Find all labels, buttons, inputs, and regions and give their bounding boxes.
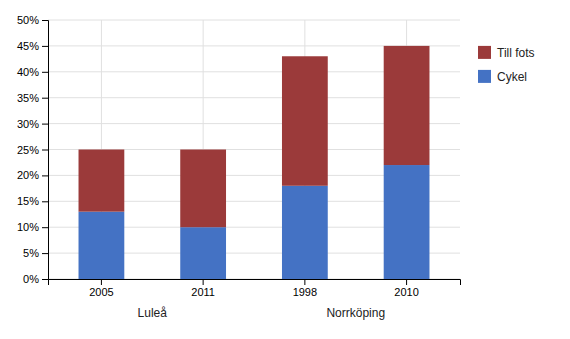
bar xyxy=(384,165,430,279)
legend-swatch xyxy=(478,46,491,59)
x-tick-mark xyxy=(101,279,102,285)
y-tick: 5% xyxy=(23,247,48,259)
y-tick-mark xyxy=(42,124,48,125)
y-tick-mark xyxy=(42,279,48,280)
x-axis: 2005 2011 1998 2010 xyxy=(49,279,461,298)
x-tick-mark xyxy=(304,279,305,285)
bar xyxy=(384,46,430,165)
x-tick: 2005 xyxy=(89,279,113,298)
legend-item: Till fots xyxy=(478,46,535,60)
chart: 2005 2011 1998 2010 0% 5% 10% 15% 20% 25% 30% 35% 40… xyxy=(0,0,570,339)
y-axis-line xyxy=(42,21,49,280)
y-tick-label: 35% xyxy=(17,92,39,104)
bars xyxy=(79,46,430,279)
y-tick: 25% xyxy=(17,144,48,156)
x-tick: 2011 xyxy=(191,279,215,298)
series xyxy=(79,165,430,279)
x-tick: 1998 xyxy=(293,279,317,298)
grid xyxy=(48,20,460,279)
y-axis: 0% 5% 10% 15% 20% 25% 30% 35% 40% 45% 50% xyxy=(17,14,49,285)
group-label: Norrköping xyxy=(326,306,385,320)
bar xyxy=(180,227,226,279)
legend-label: Cykel xyxy=(497,70,527,84)
x-tick-mark xyxy=(203,279,204,285)
y-grid-line xyxy=(48,20,460,21)
y-tick-label: 40% xyxy=(17,66,39,78)
x-tick-label: 2010 xyxy=(394,286,418,298)
y-tick: 35% xyxy=(17,92,48,104)
x-tick-label: 1998 xyxy=(293,286,317,298)
y-tick-label: 45% xyxy=(17,40,39,52)
y-tick: 20% xyxy=(17,169,48,181)
y-tick-label: 10% xyxy=(17,221,39,233)
bar xyxy=(282,186,328,279)
y-tick-mark xyxy=(42,98,48,99)
y-tick-mark xyxy=(42,72,48,73)
x-tick-label: 2005 xyxy=(89,286,113,298)
y-tick: 15% xyxy=(17,195,48,207)
y-tick-mark xyxy=(42,20,48,21)
x-tick: 2010 xyxy=(394,279,418,298)
y-tick-label: 15% xyxy=(17,195,39,207)
plot: 2005 2011 1998 2010 0% 5% 10% 15% 20% 25% 30% 35% 40… xyxy=(17,14,461,320)
y-tick-mark xyxy=(42,227,48,228)
legend: Till fots Cykel xyxy=(478,46,535,84)
y-tick: 30% xyxy=(17,118,48,130)
y-tick-label: 25% xyxy=(17,144,39,156)
y-tick-mark xyxy=(42,175,48,176)
x-tick-mark xyxy=(406,279,407,285)
legend-item: Cykel xyxy=(478,70,527,84)
bar xyxy=(79,150,125,212)
series xyxy=(79,46,430,227)
y-tick-mark xyxy=(42,150,48,151)
y-tick-label: 30% xyxy=(17,118,39,130)
y-tick-mark xyxy=(42,201,48,202)
y-tick-mark xyxy=(42,46,48,47)
y-tick: 45% xyxy=(17,40,48,52)
y-tick-label: 0% xyxy=(23,273,39,285)
bar xyxy=(79,212,125,279)
x-axis-line xyxy=(49,280,461,286)
y-tick-mark xyxy=(42,253,48,254)
y-tick: 10% xyxy=(17,221,48,233)
y-tick-label: 5% xyxy=(23,247,39,259)
y-tick-label: 50% xyxy=(17,14,39,26)
bar xyxy=(282,56,328,186)
x-tick-label: 2011 xyxy=(191,286,215,298)
y-tick: 50% xyxy=(17,14,48,26)
y-tick: 40% xyxy=(17,66,48,78)
legend-label: Till fots xyxy=(497,46,535,60)
y-tick-label: 20% xyxy=(17,169,39,181)
group-label: Luleå xyxy=(138,306,168,320)
y-tick: 0% xyxy=(23,273,48,285)
bar xyxy=(180,150,226,228)
legend-swatch xyxy=(478,70,491,83)
